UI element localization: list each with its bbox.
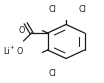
Text: O: O (16, 47, 22, 56)
Text: Cl: Cl (48, 5, 56, 14)
Text: O: O (19, 26, 25, 35)
Text: Cl: Cl (79, 5, 87, 14)
Text: Cl: Cl (48, 69, 56, 78)
Text: Li: Li (3, 47, 10, 56)
Text: +: + (9, 45, 14, 50)
